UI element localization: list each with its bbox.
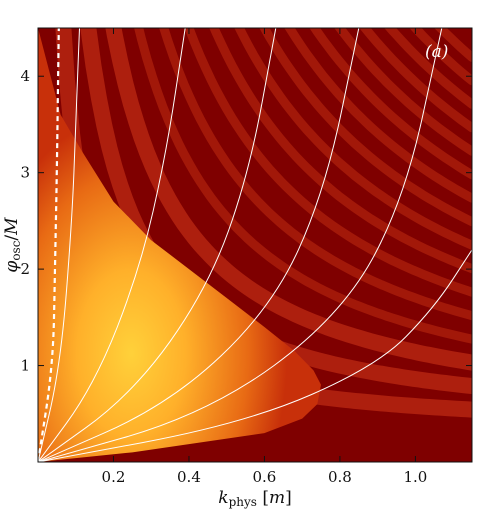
- resonance-band: [284, 28, 472, 203]
- x-axis: 0.2 0.4 0.6 0.8 1.0: [102, 28, 427, 486]
- resonance-band: [359, 28, 472, 133]
- plot-frame: [37, 27, 473, 463]
- contour-line: [38, 249, 472, 462]
- contour-line: [38, 28, 360, 462]
- contour-line: [38, 28, 80, 462]
- resonance-band: [234, 28, 472, 250]
- y-tick-label: 2: [20, 260, 30, 278]
- resonance-band: [134, 28, 472, 344]
- x-tick-label: 0.4: [177, 468, 201, 486]
- x-tick-label: 0.2: [102, 468, 126, 486]
- x-tick-label: 1.0: [403, 468, 427, 486]
- resonance-band: [334, 28, 472, 156]
- resonance-band: [259, 28, 472, 227]
- resonance-band: [309, 28, 472, 180]
- panel-label: (a): [425, 42, 448, 62]
- resonance-band: [105, 28, 472, 371]
- y-axis-label: φosc/M: [2, 217, 23, 273]
- contour-line: [38, 28, 277, 462]
- resonance-band: [409, 28, 472, 86]
- plot-area: [38, 28, 472, 462]
- instability-region: [38, 28, 321, 462]
- contour-line: [38, 28, 186, 462]
- y-axis: 1 2 3 4: [20, 67, 472, 375]
- x-axis-label: kphys [m]: [218, 488, 291, 509]
- resonance-band: [434, 28, 472, 62]
- contour-dashed: [38, 28, 60, 462]
- y-tick-label: 1: [20, 357, 30, 375]
- y-tick-label: 4: [20, 67, 30, 85]
- resonance-band: [184, 28, 472, 297]
- y-tick-label: 3: [20, 164, 30, 182]
- resonance-band: [384, 28, 472, 109]
- resonance-band: [159, 28, 472, 321]
- contour-line: [38, 28, 443, 462]
- x-tick-label: 0.8: [328, 468, 352, 486]
- contour-lines: [38, 28, 472, 462]
- resonance-band: [209, 28, 472, 274]
- x-tick-label: 0.6: [253, 468, 277, 486]
